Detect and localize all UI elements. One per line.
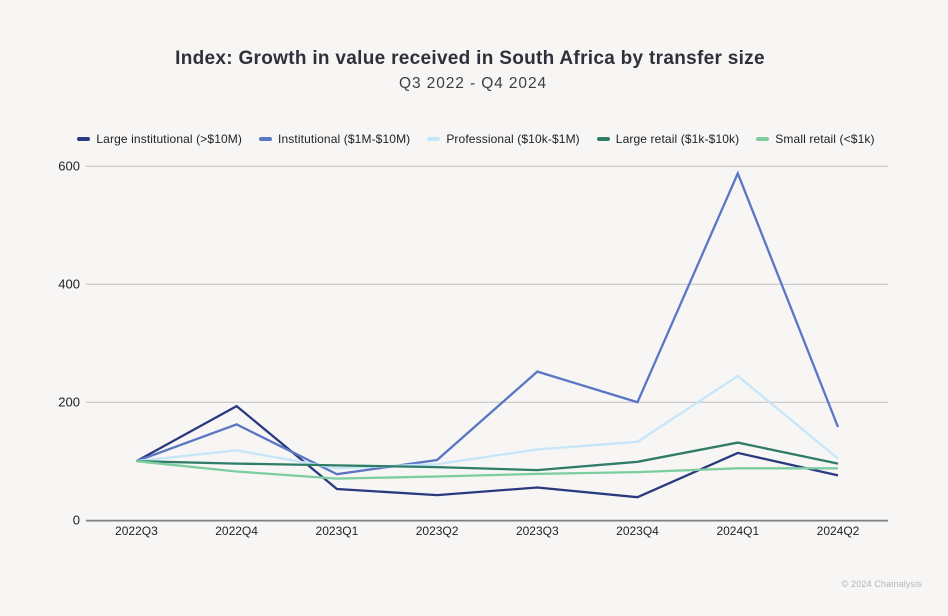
svg-text:200: 200 [58, 395, 80, 410]
svg-text:400: 400 [58, 277, 80, 292]
svg-text:2023Q4: 2023Q4 [616, 524, 659, 538]
svg-text:2022Q4: 2022Q4 [215, 524, 258, 538]
svg-text:2024Q2: 2024Q2 [817, 524, 860, 538]
svg-text:2023Q3: 2023Q3 [516, 524, 559, 538]
svg-text:2024Q1: 2024Q1 [716, 524, 759, 538]
svg-text:0: 0 [73, 513, 80, 528]
svg-text:2023Q2: 2023Q2 [416, 524, 459, 538]
svg-text:2023Q1: 2023Q1 [316, 524, 359, 538]
svg-text:600: 600 [58, 159, 80, 174]
svg-text:2022Q3: 2022Q3 [115, 524, 158, 538]
